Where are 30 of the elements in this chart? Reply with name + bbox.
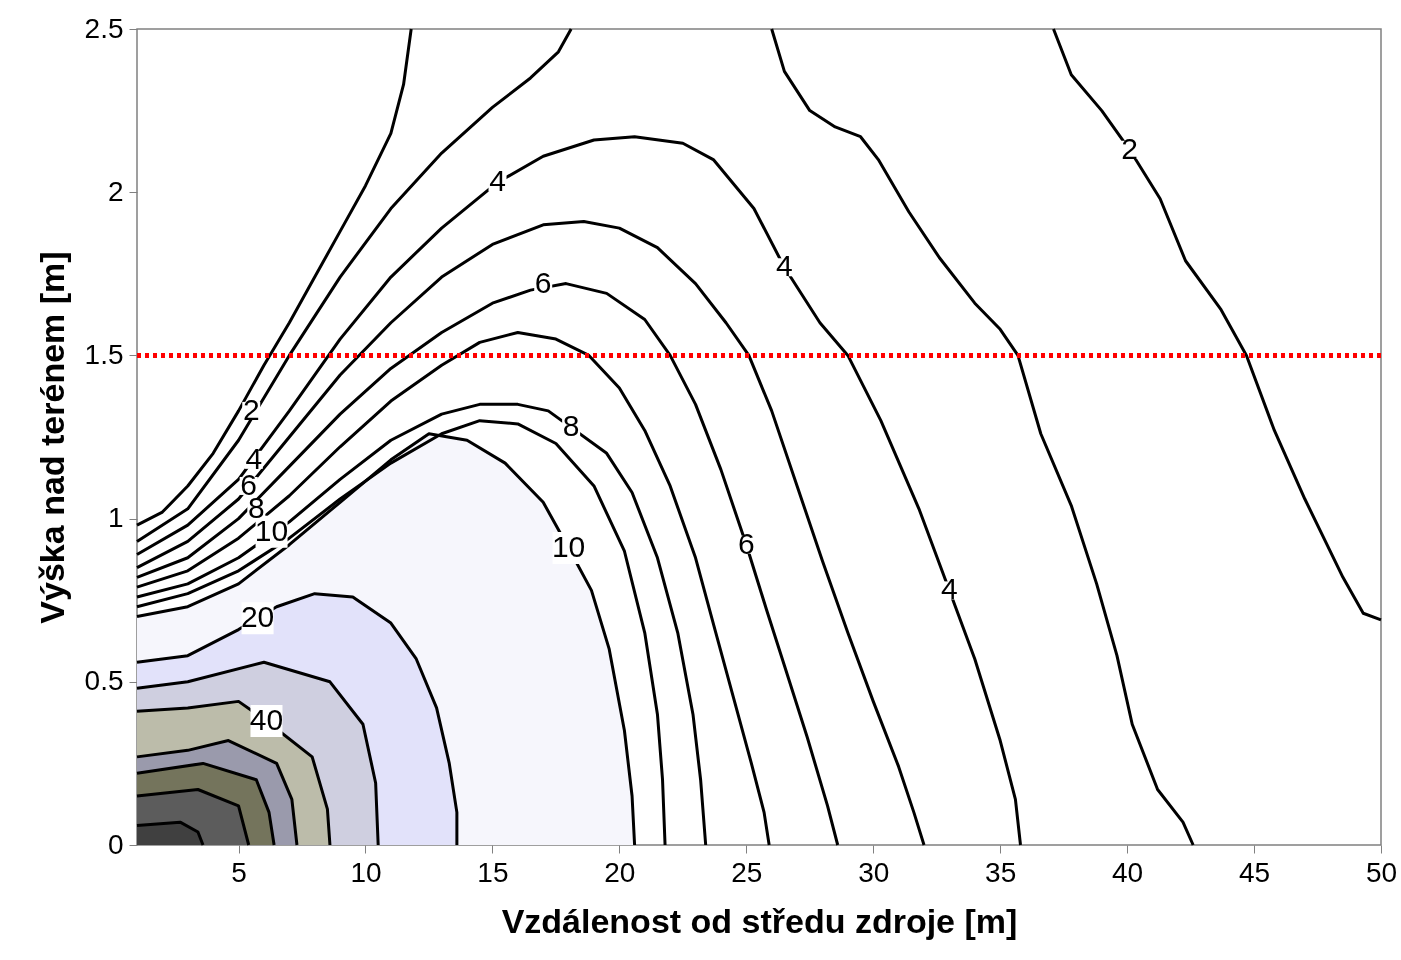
annotation: 4 [489, 164, 506, 198]
y-tick-label: 2.5 [84, 12, 124, 44]
x-tick-label: 40 [1112, 856, 1144, 888]
y-axis-title: Výška nad terénem [m] [32, 251, 71, 624]
y-tick-label: 0.5 [84, 665, 124, 697]
x-tick-label: 15 [477, 856, 509, 888]
annotation: 6 [534, 265, 552, 299]
y-tick-label: 1 [107, 502, 124, 534]
annotation: 6 [737, 526, 755, 560]
annotation: 2 [242, 392, 260, 426]
x-tick-label: 10 [350, 856, 382, 888]
x-tick-label: 25 [731, 856, 763, 888]
x-tick-label: 5 [231, 856, 247, 888]
y-tick-label: 0 [107, 828, 124, 860]
x-axis-title: Vzdálenost od středu zdroje [m] [501, 901, 1018, 940]
annotation: 2 [1121, 131, 1139, 165]
annotation: 10 [551, 529, 586, 563]
annotation: 40 [249, 702, 284, 736]
x-tick-label: 35 [985, 856, 1017, 888]
annotation: 4 [941, 572, 958, 606]
annotation: 20 [240, 600, 275, 634]
y-tick-label: 2 [107, 175, 124, 207]
x-tick-label: 20 [604, 856, 636, 888]
x-tick-label: 50 [1365, 856, 1398, 888]
x-tick-label: 30 [858, 856, 890, 888]
annotation: 8 [562, 409, 580, 443]
x-tick-label: 45 [1238, 856, 1271, 888]
annotation: 4 [776, 249, 793, 283]
y-tick-label: 1.5 [84, 338, 124, 370]
annotation: 4 [245, 441, 263, 475]
